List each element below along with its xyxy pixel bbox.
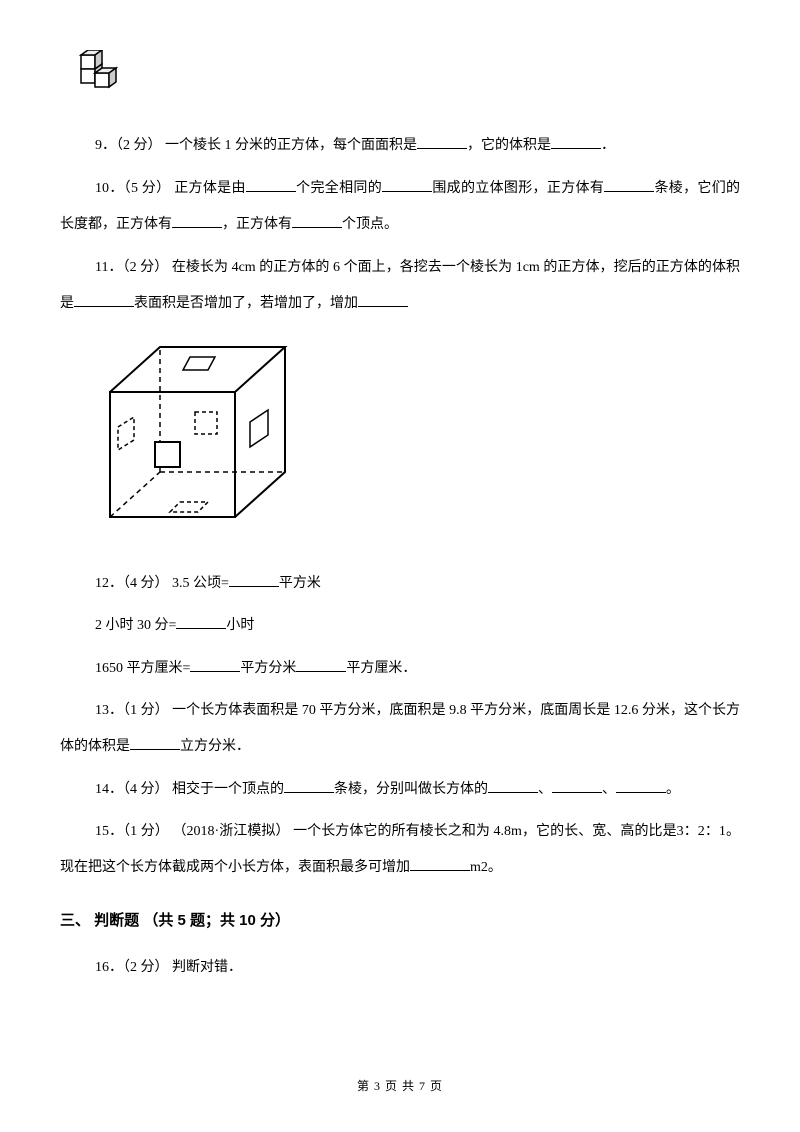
q12-sub1-text1: 2 小时 30 分=	[95, 618, 176, 633]
q12-sub2-text3: 平方厘米．	[346, 661, 416, 676]
blank	[130, 736, 180, 750]
blank	[74, 293, 134, 307]
question-16: 16．（2 分） 判断对错．	[60, 950, 740, 986]
question-11: 11．（2 分） 在棱长为 4cm 的正方体的 6 个面上，各挖去一个棱长为 1…	[60, 250, 740, 323]
blank	[604, 178, 654, 192]
blank	[296, 658, 346, 672]
q16-text1: 判断对错．	[169, 960, 243, 975]
q12-sub2-text1: 1650 平方厘米=	[95, 661, 190, 676]
q10-points: （5 分）	[124, 181, 171, 196]
q11-num: 11．	[95, 260, 123, 275]
blank	[417, 135, 467, 149]
q13-num: 13．	[95, 703, 123, 718]
q13-text2: 立方分米．	[180, 739, 250, 754]
q9-text3: ．	[601, 138, 615, 153]
page-footer: 第 3 页 共 7 页	[0, 1071, 800, 1102]
blank	[488, 779, 538, 793]
blank	[229, 573, 279, 587]
q12-sub2-text2: 平方分米	[240, 661, 296, 676]
q14-text5: 。	[666, 782, 680, 797]
q10-text3: 围成的立体图形，正方体有	[432, 181, 604, 196]
section-3-header: 三、 判断题 （共 5 题；共 10 分）	[60, 901, 740, 940]
q14-points: （4 分）	[123, 782, 169, 797]
q10-num: 10．	[95, 181, 124, 196]
q9-text1: 一个棱长 1 分米的正方体，每个面面积是	[162, 138, 418, 153]
q15-text2: m2。	[470, 860, 502, 875]
cube-with-holes-diagram	[90, 332, 740, 557]
q14-text2: 条棱，分别叫做长方体的	[334, 782, 488, 797]
stacked-cubes-image	[76, 50, 740, 120]
q15-num: 15．	[95, 824, 123, 839]
q9-points: （2 分）	[116, 138, 162, 153]
q14-text3: 、	[538, 782, 552, 797]
q14-text1: 相交于一个顶点的	[169, 782, 285, 797]
q15-points: （1 分）	[123, 824, 169, 839]
q12-points: （4 分）	[123, 576, 169, 591]
blank	[284, 779, 334, 793]
question-14: 14．（4 分） 相交于一个顶点的 条棱，分别叫做长方体的 、 、 。	[60, 772, 740, 808]
question-12: 12．（4 分） 3.5 公顷= 平方米	[60, 566, 740, 602]
blank	[382, 178, 432, 192]
q11-points: （2 分）	[123, 260, 169, 275]
question-12-sub1: 2 小时 30 分= 小时	[60, 608, 740, 644]
blank	[190, 658, 240, 672]
q13-points: （1 分）	[123, 703, 169, 718]
question-15: 15．（1 分） （2018·浙江模拟） 一个长方体它的所有棱长之和为 4.8m…	[60, 814, 740, 887]
q14-text4: 、	[602, 782, 616, 797]
q15-source: （2018·浙江模拟）	[172, 824, 289, 839]
blank	[616, 779, 666, 793]
q9-num: 9．	[95, 138, 116, 153]
blank	[358, 293, 408, 307]
blank	[176, 615, 226, 629]
q10-text1: 正方体是由	[170, 181, 245, 196]
question-13: 13．（1 分） 一个长方体表面积是 70 平方分米，底面积是 9.8 平方分米…	[60, 693, 740, 766]
blank	[246, 178, 296, 192]
blank	[552, 779, 602, 793]
q12-num: 12．	[95, 576, 123, 591]
q16-num: 16．	[95, 960, 123, 975]
q11-text2: 表面积是否增加了，若增加了，增加	[134, 296, 358, 311]
q10-text2: 个完全相同的	[296, 181, 382, 196]
question-12-sub2: 1650 平方厘米= 平方分米 平方厘米．	[60, 651, 740, 687]
blank	[292, 214, 342, 228]
question-10: 10．（5 分） 正方体是由个完全相同的围成的立体图形，正方体有条棱，它们的长度…	[60, 171, 740, 244]
q12-text2: 平方米	[279, 576, 321, 591]
q16-points: （2 分）	[123, 960, 169, 975]
question-9: 9．（2 分） 一个棱长 1 分米的正方体，每个面面积是 ，它的体积是 ．	[60, 128, 740, 164]
q10-text6: 个顶点。	[342, 217, 398, 232]
q14-num: 14．	[95, 782, 123, 797]
q12-text1: 3.5 公顷=	[169, 576, 229, 591]
blank	[410, 857, 470, 871]
q12-sub1-text2: 小时	[226, 618, 254, 633]
q10-text5: ，正方体有	[102, 217, 172, 232]
blank	[172, 214, 222, 228]
blank	[551, 135, 601, 149]
q9-text2: ，它的体积是	[467, 138, 551, 153]
